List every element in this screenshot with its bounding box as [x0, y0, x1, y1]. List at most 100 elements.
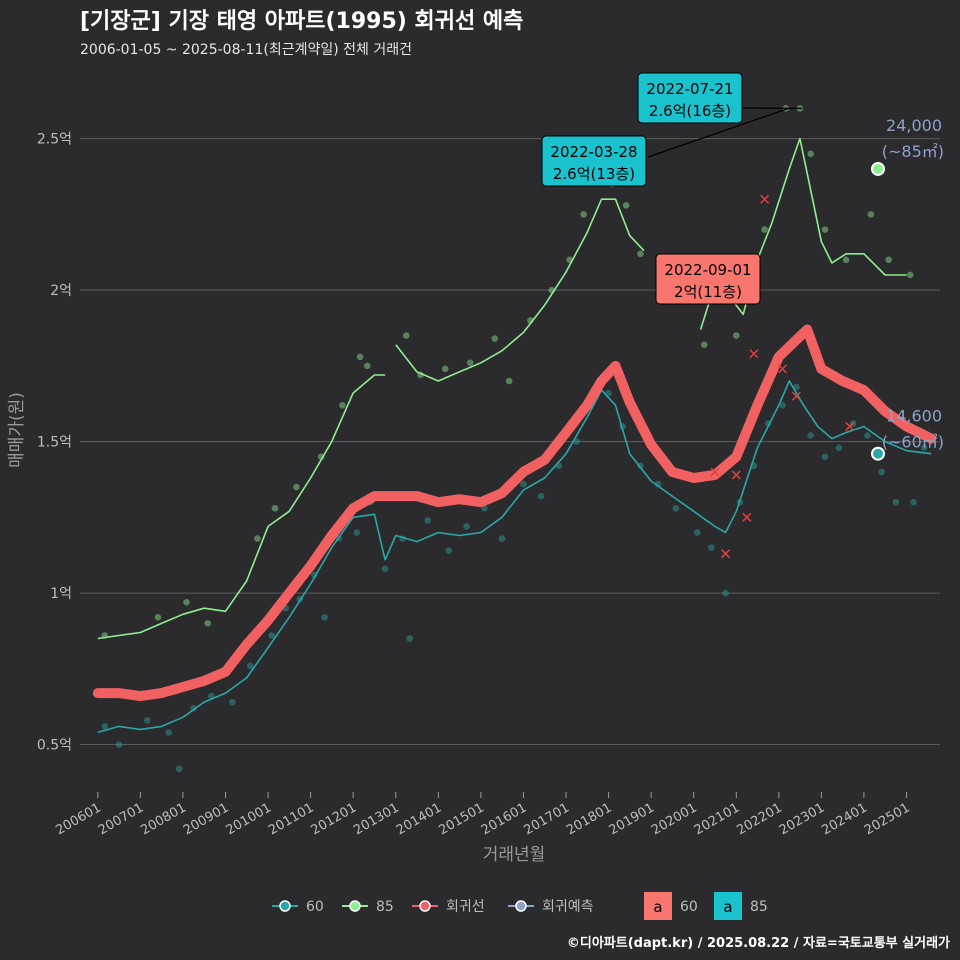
- x-tick-label: 202501: [862, 800, 912, 838]
- legend-label: 회귀선: [446, 899, 485, 915]
- data-point-s60: [835, 444, 843, 451]
- series-line-s60: [97, 380, 932, 734]
- x-tick-label: 202301: [777, 800, 827, 838]
- data-point-s85: [580, 211, 587, 218]
- chart-title: [기장군] 기장 태영 아파트(1995) 회귀선 예측: [80, 9, 523, 34]
- regression-mark: [710, 467, 720, 477]
- regression-mark: [742, 512, 752, 522]
- data-point-s85: [622, 201, 630, 209]
- data-point-s60: [821, 453, 829, 461]
- data-point-s85: [183, 598, 190, 606]
- data-point-s85: [491, 335, 499, 342]
- y-tick-label: 0.5억: [37, 738, 72, 754]
- x-tick-label: 201301: [351, 800, 401, 838]
- x-tick-label: 202101: [692, 800, 742, 838]
- x-tick-label: 200801: [138, 800, 188, 838]
- data-point-s85: [842, 256, 850, 264]
- series-line-regression: [92, 324, 937, 702]
- latest-point-s60: [871, 446, 885, 461]
- data-point-s85: [271, 504, 279, 512]
- data-point-s60: [175, 765, 183, 773]
- regression-mark: [760, 194, 770, 204]
- data-point-s60: [381, 565, 389, 573]
- data-point-s60: [537, 492, 545, 500]
- latest-point-s85: [871, 161, 885, 176]
- legend-label: 60: [680, 899, 698, 915]
- data-point-s60: [807, 432, 814, 439]
- data-point-s85: [254, 535, 261, 542]
- data-point-s60: [190, 704, 197, 712]
- x-tick-label: 202001: [649, 800, 699, 838]
- legend-label-box: [714, 892, 742, 920]
- data-point-s60: [268, 632, 275, 639]
- data-point-s60: [143, 717, 151, 724]
- data-point-s60: [520, 480, 527, 488]
- x-tick-label: 201801: [564, 800, 614, 838]
- data-point-s60: [722, 589, 729, 597]
- data-point-s60: [229, 698, 236, 706]
- x-tick-label: 200701: [96, 800, 146, 838]
- data-point-s60: [672, 504, 680, 512]
- data-point-s60: [605, 389, 612, 397]
- data-point-s85: [356, 353, 364, 361]
- callout-value: 2.6억(13층): [553, 165, 635, 183]
- labels-layer: 2022-03-28 2.6억(13층) 2022-07-21 2.6억(16층) 20…: [541, 72, 944, 461]
- x-tick-label: 201401: [394, 800, 444, 838]
- legend: 60 85 회귀선 회귀예측 a 60 a 85: [272, 892, 768, 920]
- data-point-s60: [878, 468, 885, 476]
- data-point-s85: [733, 332, 740, 339]
- data-point-s60: [310, 571, 318, 579]
- legend-key-dot: [419, 900, 431, 912]
- x-tick-label: 201101: [266, 800, 316, 838]
- data-point-s85: [637, 250, 644, 258]
- y-tick-label: 1억: [50, 586, 72, 602]
- legend-label: 60: [306, 899, 324, 915]
- data-point-s60: [165, 729, 172, 736]
- data-point-s85: [293, 483, 300, 491]
- y-tick-label: 1.5억: [37, 435, 72, 451]
- data-point-s85: [363, 362, 371, 370]
- x-tick-label: 201201: [309, 800, 359, 838]
- regression-mark: [777, 364, 787, 374]
- legend-label: 회귀예측: [542, 899, 594, 915]
- callout-box: [655, 253, 761, 305]
- footer-credit: ©디아파트(dapt.kr) / 2025.08.22 / 자료=국토교통부 실…: [567, 935, 950, 951]
- chart-subtitle: 2006-01-05 ~ 2025-08-11(최근계약일) 전체 거래건: [80, 42, 412, 58]
- data-point-s60: [793, 383, 800, 391]
- regression-mark: [749, 349, 759, 359]
- legend-label-glyph: a: [723, 898, 732, 916]
- data-point-s85: [204, 620, 212, 627]
- data-point-s60: [892, 498, 900, 506]
- y-tick-label: 2억: [50, 283, 72, 299]
- data-point-s60: [708, 544, 715, 551]
- data-point-s85: [402, 332, 410, 339]
- regression-mark: [721, 549, 731, 559]
- x-tick-label: 201901: [607, 800, 657, 838]
- data-point-s60: [101, 723, 109, 730]
- data-point-s60: [445, 547, 453, 554]
- x-tick-label: 200901: [181, 800, 231, 838]
- callout-date: 2022-03-28: [550, 143, 637, 161]
- data-point-s85: [700, 341, 708, 348]
- data-point-s60: [779, 401, 786, 409]
- legend-label: 85: [750, 899, 768, 915]
- data-point-s85: [867, 211, 875, 218]
- marks-layer: [710, 194, 855, 559]
- x-tick-label: 201501: [436, 800, 486, 838]
- data-point-s85: [906, 271, 914, 279]
- data-point-s85: [821, 226, 829, 233]
- x-tick-label: 202201: [734, 800, 784, 838]
- legend-key-dot: [515, 900, 527, 912]
- data-point-s85: [807, 150, 814, 158]
- x-tick-label: 201701: [522, 800, 572, 838]
- x-axis-label: 거래년월: [483, 845, 546, 865]
- y-tick-label: 2.5억: [37, 132, 72, 148]
- x-tick-label: 201001: [224, 800, 274, 838]
- data-point-s60: [498, 535, 506, 542]
- x-tick-label: 202401: [819, 800, 869, 838]
- callout-value: 2.6억(16층): [649, 102, 731, 120]
- callout-box: [637, 72, 743, 124]
- callout-value: 2억(11층): [674, 283, 742, 301]
- data-point-s60: [864, 432, 871, 439]
